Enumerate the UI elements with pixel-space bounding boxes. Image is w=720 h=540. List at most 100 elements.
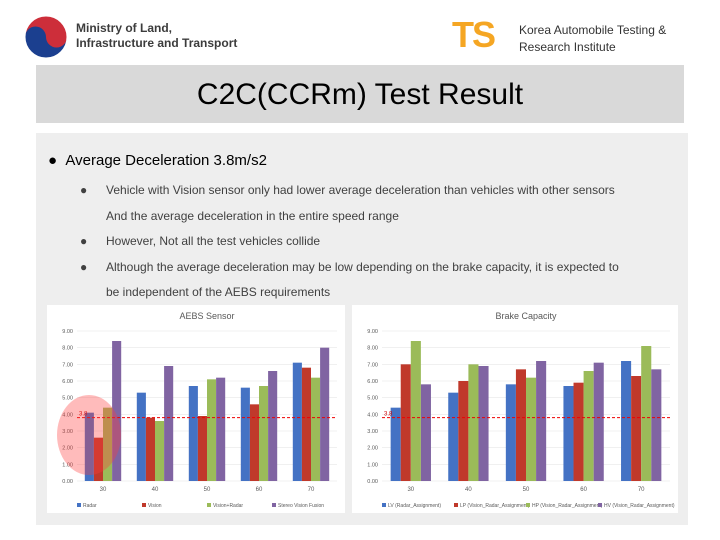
x-tick-label: 50 xyxy=(523,487,530,493)
legend-label: Radar xyxy=(83,503,97,509)
reference-label: 3.8 xyxy=(79,412,88,418)
logo-line: Korea Automobile Testing & xyxy=(519,23,667,37)
bar xyxy=(112,341,122,481)
bar xyxy=(410,341,421,481)
legend-swatch xyxy=(454,503,458,507)
y-tick-label: 9.00 xyxy=(62,329,73,335)
bullet-dot: ● xyxy=(80,234,88,248)
y-tick-label: 3.00 xyxy=(367,429,378,435)
bullet-text: Although the average deceleration may be… xyxy=(106,259,619,274)
bar xyxy=(259,386,269,481)
bar xyxy=(420,384,431,481)
bar xyxy=(292,362,302,481)
bar xyxy=(448,392,459,481)
legend-label: Vision xyxy=(148,503,162,509)
bullet-text: However, Not all the test vehicles colli… xyxy=(106,234,321,248)
y-tick-label: 6.00 xyxy=(62,379,73,385)
logo-line: Ministry of Land, xyxy=(76,21,172,35)
bar xyxy=(155,421,165,481)
ministry-logo xyxy=(24,15,68,59)
legend-swatch xyxy=(142,503,146,507)
y-tick-label: 5.00 xyxy=(367,396,378,402)
bullet-dot: ● xyxy=(80,259,88,274)
legend-label: HV (Vision_Radar_Assignment) xyxy=(604,503,675,509)
bar xyxy=(103,407,113,481)
legend-swatch xyxy=(526,503,530,507)
bar xyxy=(515,369,526,481)
bar xyxy=(651,369,662,481)
bar xyxy=(320,347,330,481)
bar xyxy=(93,437,103,481)
legend-swatch xyxy=(598,503,602,507)
legend-swatch xyxy=(272,503,276,507)
bar xyxy=(197,416,207,481)
bar xyxy=(268,371,278,481)
y-tick-label: 4.00 xyxy=(62,412,73,418)
highlight-circle xyxy=(57,395,121,475)
bullet-dot: ● xyxy=(80,183,88,197)
legend-label: LV (Radar_Assignment) xyxy=(388,503,441,509)
bar xyxy=(631,376,642,481)
chart: Brake Capacity 0.00 1.00 2.00 3.00 4.00 5.00 6.… xyxy=(352,305,678,513)
ts-logo: TS xyxy=(452,14,496,55)
y-tick-label: 1.00 xyxy=(367,462,378,468)
bullet-text: And the average deceleration in the enti… xyxy=(106,208,399,223)
bar xyxy=(145,417,155,481)
bar xyxy=(621,361,632,481)
bar xyxy=(478,366,489,481)
y-tick-label: 0.00 xyxy=(62,479,73,485)
bar xyxy=(458,381,469,481)
y-tick-label: 7.00 xyxy=(62,362,73,368)
legend-label: HP (Vision_Radar_Assignment) xyxy=(532,503,603,509)
x-tick-label: 60 xyxy=(580,487,587,493)
x-tick-label: 60 xyxy=(256,487,263,493)
legend-label: Stereo Vision Fusion xyxy=(278,503,324,509)
chart: AEBS Sensor 0.00 1.00 2.00 3.00 4.00 5.00 6.00 7… xyxy=(47,305,345,513)
reference-label: 3.8 xyxy=(384,412,393,418)
bar xyxy=(301,367,311,481)
bar xyxy=(188,386,198,481)
main-bullet: ● Average Deceleration 3.8m/s2 xyxy=(48,152,267,169)
bar xyxy=(641,346,652,481)
bar xyxy=(400,364,411,481)
legend-label: Vision+Radar xyxy=(213,503,243,509)
bar xyxy=(593,362,604,481)
chart-title: AEBS Sensor xyxy=(179,311,234,321)
y-tick-label: 2.00 xyxy=(62,446,73,452)
bar xyxy=(468,364,479,481)
kotsa-text: Korea Automobile Testing & Research Inst… xyxy=(519,22,666,56)
bar xyxy=(583,371,594,481)
logo-line: Infrastructure and Transport xyxy=(76,36,238,50)
x-tick-label: 70 xyxy=(308,487,315,493)
y-tick-label: 3.00 xyxy=(62,429,73,435)
y-tick-label: 4.00 xyxy=(367,412,378,418)
y-tick-label: 8.00 xyxy=(367,346,378,352)
bar xyxy=(563,386,574,481)
bar xyxy=(216,377,226,481)
x-tick-label: 30 xyxy=(100,487,107,493)
legend-swatch xyxy=(207,503,211,507)
y-tick-label: 9.00 xyxy=(367,329,378,335)
chart-title: Brake Capacity xyxy=(495,311,557,321)
slide-title: C2C(CCRm) Test Result xyxy=(36,65,684,123)
bullet-text: be independent of the AEBS requirements xyxy=(106,285,331,299)
y-tick-label: 2.00 xyxy=(367,446,378,452)
y-tick-label: 0.00 xyxy=(367,479,378,485)
legend-label: LP (Vision_Radar_Assignment) xyxy=(460,503,530,509)
bar xyxy=(573,382,584,481)
y-tick-label: 6.00 xyxy=(367,379,378,385)
bullet-text: Vehicle with Vision sensor only had lowe… xyxy=(106,183,615,197)
bar xyxy=(526,377,537,481)
bullet-text: Average Deceleration 3.8m/s2 xyxy=(65,152,267,169)
logo-line: Research Institute xyxy=(519,40,616,54)
x-tick-label: 50 xyxy=(204,487,211,493)
bar xyxy=(240,387,250,481)
bar xyxy=(505,384,516,481)
x-tick-label: 40 xyxy=(465,487,472,493)
bar xyxy=(136,392,146,481)
x-tick-label: 30 xyxy=(407,487,414,493)
y-tick-label: 8.00 xyxy=(62,346,73,352)
bar xyxy=(249,404,259,481)
y-tick-label: 1.00 xyxy=(62,462,73,468)
